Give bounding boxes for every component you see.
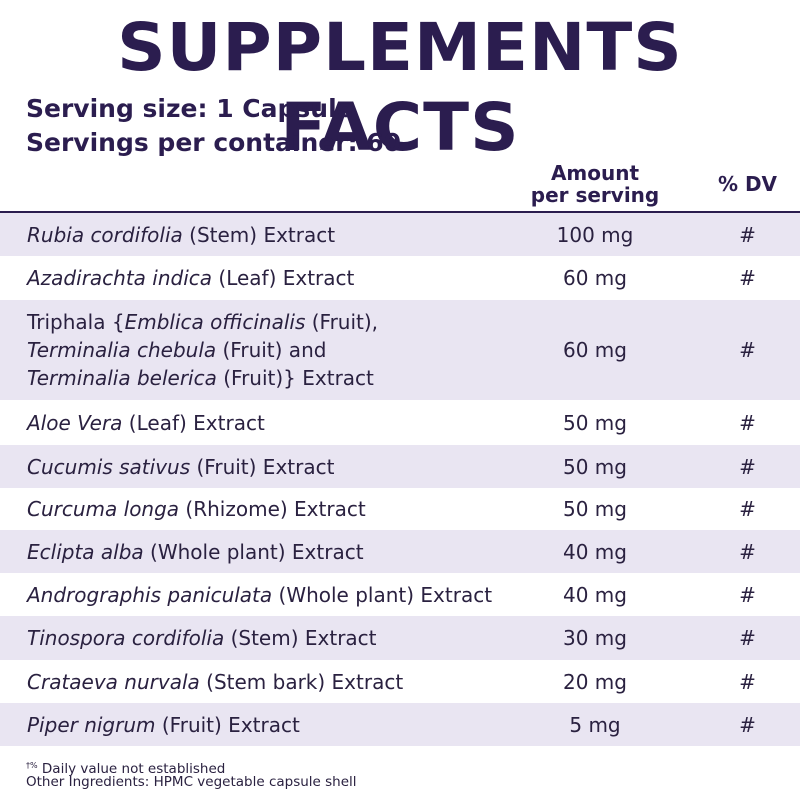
amount-column-header: Amount per serving xyxy=(510,162,680,206)
ingredient-amount: 5 mg xyxy=(569,712,621,737)
header-divider xyxy=(0,211,800,213)
ingredient-name: Rubia cordifolia (Stem) Extract xyxy=(27,222,336,247)
ingredient-amount: 30 mg xyxy=(563,626,627,650)
ingredient-dv: # xyxy=(739,582,756,607)
footnote-mark: †% xyxy=(26,761,38,770)
ingredient-name: Azadirachta indica (Leaf) Extract xyxy=(27,266,355,290)
ingredient-name: Eclipta alba (Whole plant) Extract xyxy=(27,539,364,564)
ingredient-amount: 50 mg xyxy=(563,410,627,435)
table-row: Eclipta alba (Whole plant) Extract 40 mg… xyxy=(0,530,800,573)
ingredient-dv: # xyxy=(739,222,756,247)
ingredient-dv: # xyxy=(739,338,756,362)
ingredient-amount: 100 mg xyxy=(556,222,634,247)
ingredient-amount: 60 mg xyxy=(563,338,627,362)
ingredient-dv: # xyxy=(739,669,756,694)
ingredient-name: Piper nigrum (Fruit) Extract xyxy=(27,712,300,737)
table-row: Tinospora cordifolia (Stem) Extract 30 m… xyxy=(0,616,800,660)
ingredient-name: Aloe Vera (Leaf) Extract xyxy=(27,410,265,435)
table-row: Rubia cordifolia (Stem) Extract 100 mg # xyxy=(0,213,800,256)
amount-header-line2: per serving xyxy=(530,183,660,207)
panel-title: SUPPLEMENTS FACTS xyxy=(117,9,683,166)
ingredient-dv: # xyxy=(739,712,756,737)
ingredient-dv: # xyxy=(739,497,756,521)
ingredient-amount: 50 mg xyxy=(563,454,627,479)
ingredient-name: Crataeva nurvala (Stem bark) Extract xyxy=(27,669,404,694)
ingredient-dv: # xyxy=(739,266,756,290)
ingredient-dv: # xyxy=(739,539,756,564)
table-row: Andrographis paniculata (Whole plant) Ex… xyxy=(0,573,800,616)
ingredient-dv: # xyxy=(739,410,756,435)
ingredient-name: Cucumis sativus (Fruit) Extract xyxy=(27,454,335,479)
table-row: Piper nigrum (Fruit) Extract 5 mg # xyxy=(0,703,800,746)
table-row: Cucumis sativus (Fruit) Extract 50 mg # xyxy=(0,445,800,488)
ingredient-amount: 40 mg xyxy=(563,539,627,564)
ingredient-dv: # xyxy=(739,626,756,650)
ingredient-amount: 60 mg xyxy=(563,266,627,290)
ingredient-name: Tinospora cordifolia (Stem) Extract xyxy=(27,626,377,650)
footnote-text: Daily value not established xyxy=(37,761,226,777)
table-row: Curcuma longa (Rhizome) Extract 50 mg # xyxy=(0,488,800,530)
ingredient-amount: 50 mg xyxy=(563,497,627,521)
ingredients-table: Rubia cordifolia (Stem) Extract 100 mg #… xyxy=(0,213,800,746)
table-row: Aloe Vera (Leaf) Extract 50 mg # xyxy=(0,400,800,445)
other-ingredients: Other Ingredients: HPMC vegetable capsul… xyxy=(26,774,357,790)
ingredient-dv: # xyxy=(739,454,756,479)
ingredient-amount: 40 mg xyxy=(563,582,627,607)
table-row: Triphala {Emblica officinalis (Fruit), T… xyxy=(0,300,800,400)
ingredient-name: Curcuma longa (Rhizome) Extract xyxy=(27,497,366,521)
ingredient-name: Andrographis paniculata (Whole plant) Ex… xyxy=(27,582,493,607)
servings-per-container: Servings per container: 60 xyxy=(26,128,402,157)
serving-size: Serving size: 1 Capsule xyxy=(26,94,354,123)
daily-value-footnote: †% Daily value not established xyxy=(26,757,225,778)
amount-header-line1: Amount xyxy=(550,161,640,185)
table-row: Crataeva nurvala (Stem bark) Extract 20 … xyxy=(0,660,800,703)
ingredient-amount: 20 mg xyxy=(563,669,627,694)
ingredient-name: Triphala {Emblica officinalis (Fruit), T… xyxy=(27,310,379,390)
dv-column-header: % DV xyxy=(717,172,778,196)
table-row: Azadirachta indica (Leaf) Extract 60 mg … xyxy=(0,256,800,300)
